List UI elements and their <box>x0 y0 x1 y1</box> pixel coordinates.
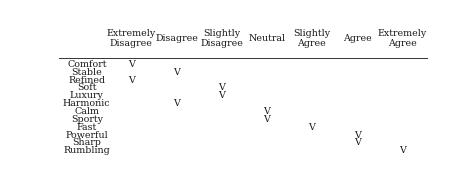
Text: Luxury: Luxury <box>70 91 104 100</box>
Text: Extremely
Disagree: Extremely Disagree <box>107 29 156 48</box>
Text: Stable: Stable <box>72 68 102 77</box>
Text: V: V <box>354 130 361 140</box>
Text: Refined: Refined <box>68 76 105 85</box>
Text: V: V <box>354 138 361 147</box>
Text: V: V <box>218 83 225 92</box>
Text: V: V <box>128 60 135 69</box>
Text: V: V <box>128 76 135 85</box>
Text: Neutral: Neutral <box>248 34 285 43</box>
Text: Slightly
Disagree: Slightly Disagree <box>200 29 243 48</box>
Text: V: V <box>218 91 225 100</box>
Text: Sharp: Sharp <box>73 138 101 147</box>
Text: V: V <box>309 123 315 132</box>
Text: V: V <box>264 115 270 124</box>
Text: Slightly
Agree: Slightly Agree <box>293 29 330 48</box>
Text: Sporty: Sporty <box>71 115 103 124</box>
Text: Fast: Fast <box>77 123 97 132</box>
Text: V: V <box>399 146 406 155</box>
Text: V: V <box>173 68 180 77</box>
Text: Rumbling: Rumbling <box>64 146 110 155</box>
Text: Calm: Calm <box>74 107 99 116</box>
Text: Agree: Agree <box>343 34 372 43</box>
Text: Powerful: Powerful <box>65 130 108 140</box>
Text: V: V <box>173 99 180 108</box>
Text: V: V <box>264 107 270 116</box>
Text: Harmonic: Harmonic <box>63 99 110 108</box>
Text: Disagree: Disagree <box>155 34 198 43</box>
Text: Comfort: Comfort <box>67 60 107 69</box>
Text: Extremely
Agree: Extremely Agree <box>378 29 427 48</box>
Text: Soft: Soft <box>77 83 97 92</box>
